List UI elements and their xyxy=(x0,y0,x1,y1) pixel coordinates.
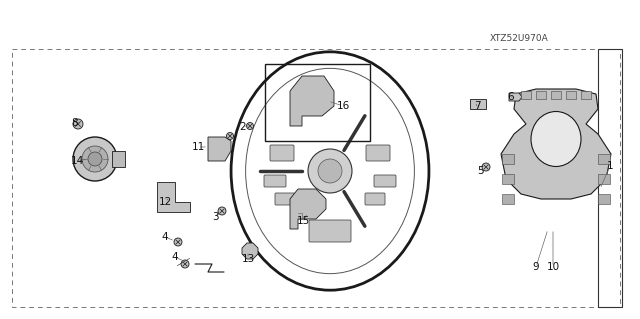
Bar xyxy=(598,154,610,164)
Ellipse shape xyxy=(531,112,581,167)
Circle shape xyxy=(82,146,108,172)
Text: 6: 6 xyxy=(508,92,515,102)
Bar xyxy=(598,49,622,307)
Bar xyxy=(536,91,546,99)
Circle shape xyxy=(227,132,234,139)
Text: 10: 10 xyxy=(547,262,559,272)
Circle shape xyxy=(73,119,83,129)
Text: 8: 8 xyxy=(72,118,78,128)
Polygon shape xyxy=(509,93,522,101)
FancyBboxPatch shape xyxy=(366,145,390,161)
Circle shape xyxy=(181,260,189,268)
Bar xyxy=(598,174,610,184)
Polygon shape xyxy=(112,151,125,167)
Polygon shape xyxy=(501,89,611,199)
Polygon shape xyxy=(290,189,326,229)
Polygon shape xyxy=(470,99,486,109)
FancyBboxPatch shape xyxy=(270,145,294,161)
Text: 12: 12 xyxy=(158,197,172,207)
Circle shape xyxy=(88,152,102,166)
Bar xyxy=(566,91,576,99)
FancyBboxPatch shape xyxy=(309,220,351,242)
Polygon shape xyxy=(242,243,258,259)
Text: 16: 16 xyxy=(337,101,349,111)
Text: 15: 15 xyxy=(296,216,310,226)
Bar xyxy=(502,154,514,164)
Text: 7: 7 xyxy=(474,101,480,111)
Text: 11: 11 xyxy=(191,142,205,152)
Bar xyxy=(551,91,561,99)
Circle shape xyxy=(73,137,117,181)
Polygon shape xyxy=(157,182,190,212)
Text: 14: 14 xyxy=(70,156,84,166)
Circle shape xyxy=(174,238,182,246)
Text: 1: 1 xyxy=(607,161,613,171)
Circle shape xyxy=(246,122,253,130)
Circle shape xyxy=(218,207,226,215)
Bar xyxy=(12,49,620,307)
Text: 4: 4 xyxy=(172,252,179,262)
Text: 13: 13 xyxy=(241,254,255,264)
FancyBboxPatch shape xyxy=(365,193,385,205)
Circle shape xyxy=(308,149,352,193)
Polygon shape xyxy=(290,76,334,126)
Bar xyxy=(581,91,591,99)
FancyBboxPatch shape xyxy=(264,175,286,187)
Bar xyxy=(502,174,514,184)
Text: 2: 2 xyxy=(240,122,246,132)
Circle shape xyxy=(482,163,490,171)
Text: 5: 5 xyxy=(477,166,483,176)
Text: 3: 3 xyxy=(212,212,218,222)
Text: 9: 9 xyxy=(532,262,540,272)
Text: XTZ52U970A: XTZ52U970A xyxy=(490,34,548,43)
Bar xyxy=(502,194,514,204)
Bar xyxy=(265,64,370,141)
Bar xyxy=(598,194,610,204)
FancyBboxPatch shape xyxy=(275,193,295,205)
Polygon shape xyxy=(208,137,231,161)
FancyBboxPatch shape xyxy=(374,175,396,187)
Bar xyxy=(521,91,531,99)
Circle shape xyxy=(318,159,342,183)
Text: 4: 4 xyxy=(162,232,168,242)
